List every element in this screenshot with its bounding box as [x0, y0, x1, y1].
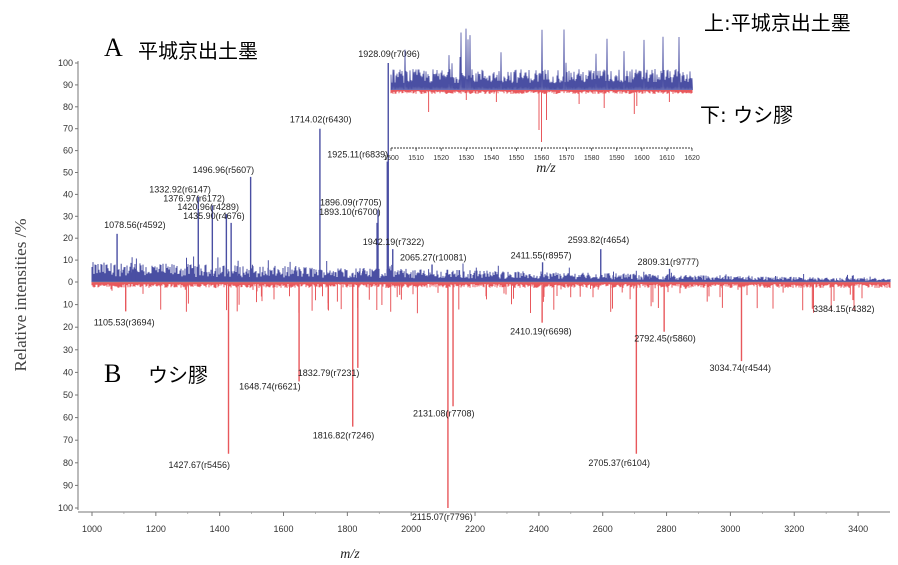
upper-peak-label-13: 2411.55(r8957)	[511, 250, 572, 260]
y-tick-label-upper: 100	[58, 58, 73, 68]
x-tick-label: 2000	[401, 524, 421, 534]
lower-peak-label-11: 3384.15(r4382)	[813, 304, 875, 314]
lower-minor-peaks	[161, 282, 854, 313]
lower-peak-label-1: 1427.67(r5456)	[169, 460, 231, 470]
inset-x-tick-label: 1510	[408, 155, 424, 162]
lower-peak-label-10: 3034.74(r4544)	[710, 363, 772, 373]
lower-peak-label-3: 1816.82(r7246)	[313, 431, 375, 441]
upper-peak-label-14: 2593.82(r4654)	[568, 235, 630, 245]
x-tick-label: 1200	[146, 524, 166, 534]
inset-upper-trace	[391, 29, 693, 90]
x-tick-label: 1600	[274, 524, 294, 534]
x-tick-label: 1000	[82, 524, 102, 534]
panel-a-label: 平城京出土墨	[138, 39, 258, 63]
x-tick-label: 2200	[465, 524, 485, 534]
y-tick-label-upper: 10	[63, 255, 73, 265]
inset-x-tick-label: 1570	[559, 155, 575, 162]
y-tick-label-upper: 70	[63, 124, 73, 134]
upper-peak-label-10: 1928.09(r7096)	[358, 49, 420, 59]
y-tick-label-upper: 20	[63, 233, 73, 243]
x-tick-label: 1800	[337, 524, 357, 534]
y-tick-label-upper: 90	[63, 80, 73, 90]
x-tick-label: 1400	[210, 524, 230, 534]
lower-peak-label-4: 1832.79(r7231)	[298, 368, 360, 378]
y-tick-label-lower: 70	[63, 435, 73, 445]
x-tick-label: 3000	[720, 524, 740, 534]
y-tick-label-upper: 50	[63, 168, 73, 178]
inset-x-tick-label: 1550	[509, 155, 525, 162]
inset-x-tick-label: 1580	[584, 155, 600, 162]
panel-b-letter: B	[104, 359, 121, 388]
y-tick-label-lower: 50	[63, 390, 73, 400]
y-axis-label: Relative intensities /%	[11, 219, 30, 372]
lower-peak-label-0: 1105.53(r3694)	[94, 317, 155, 327]
inset-x-tick-label: 1600	[634, 155, 650, 162]
lower-peak-label-7: 2410.19(r6698)	[510, 327, 572, 337]
y-tick-label-lower: 40	[63, 367, 73, 377]
inset-x-tick-label: 1500	[383, 155, 399, 162]
x-tick-label: 3200	[784, 524, 804, 534]
upper-peak-label-5: 1496.96(r5607)	[193, 165, 255, 175]
inset-x-tick-label: 1540	[484, 155, 500, 162]
inset-x-tick-label: 1590	[609, 155, 625, 162]
panel-a-letter: A	[104, 33, 123, 62]
lower-peak-label-8: 2705.37(r6104)	[588, 458, 650, 468]
lower-peak-label-9: 2792.45(r5860)	[634, 334, 696, 344]
lower-peak-label-5: 2115.07(r7796)	[412, 512, 473, 522]
inset-spectrum-plot: 1500 1510 1520 1530 1540 1550 1560 1570 1580 1590…	[383, 29, 700, 162]
y-tick-label-lower: 100	[58, 503, 73, 513]
x-tick-label: 2600	[593, 524, 613, 534]
x-tick-label: 2800	[657, 524, 677, 534]
inset-bottom-label: 下: ウシ膠	[700, 103, 793, 127]
x-tick-label: 3400	[848, 524, 868, 534]
inset-x-tick-label: 1620	[684, 155, 700, 162]
panel-b-label: ウシ膠	[148, 363, 208, 387]
inset-top-label: 上:平城京出土墨	[704, 11, 851, 35]
inset-x-axis-label: m/z	[536, 161, 556, 176]
y-tick-label-lower: 80	[63, 458, 73, 468]
y-tick-label-lower: 30	[63, 345, 73, 355]
y-tick-label-upper: 30	[63, 211, 73, 221]
lower-noise-trace	[92, 282, 890, 301]
upper-peak-label-7: 1893.10(r6700)	[319, 207, 381, 217]
lower-peak-label-2: 1648.74(r6621)	[239, 381, 301, 391]
y-tick-label-lower: 60	[63, 413, 73, 423]
inset-x-tick-label: 1610	[659, 155, 675, 162]
y-tick-label-upper: 60	[63, 146, 73, 156]
inset-x-tick-label: 1520	[433, 155, 449, 162]
y-tick-label-lower: 90	[63, 480, 73, 490]
inset-x-tick-label: 1530	[458, 155, 474, 162]
inset-lower-trace	[391, 90, 692, 142]
upper-peak-label-4: 1435.90(r4676)	[183, 211, 245, 221]
y-tick-label-upper: 0	[68, 277, 73, 287]
upper-peak-label-6: 1714.02(r6430)	[290, 115, 352, 125]
upper-peak-label-9: 1925.11(r6839)	[327, 150, 388, 160]
upper-peak-label-15: 2809.31(r9777)	[638, 257, 700, 267]
x-tick-label: 2400	[529, 524, 549, 534]
upper-peak-label-8: 1896.09(r7705)	[320, 198, 382, 208]
y-tick-label-upper: 80	[63, 102, 73, 112]
y-tick-label-upper: 40	[63, 189, 73, 199]
x-axis-label: m/z	[340, 547, 360, 562]
y-tick-label-lower: 10	[63, 300, 73, 310]
upper-peak-label-0: 1078.56(r4592)	[104, 220, 166, 230]
lower-peak-label-6: 2131.08(r7708)	[413, 408, 475, 418]
upper-peak-label-11: 1942.19(r7322)	[363, 237, 425, 247]
y-tick-label-lower: 20	[63, 322, 73, 332]
upper-peak-label-12: 2065.27(r10081)	[400, 253, 467, 263]
